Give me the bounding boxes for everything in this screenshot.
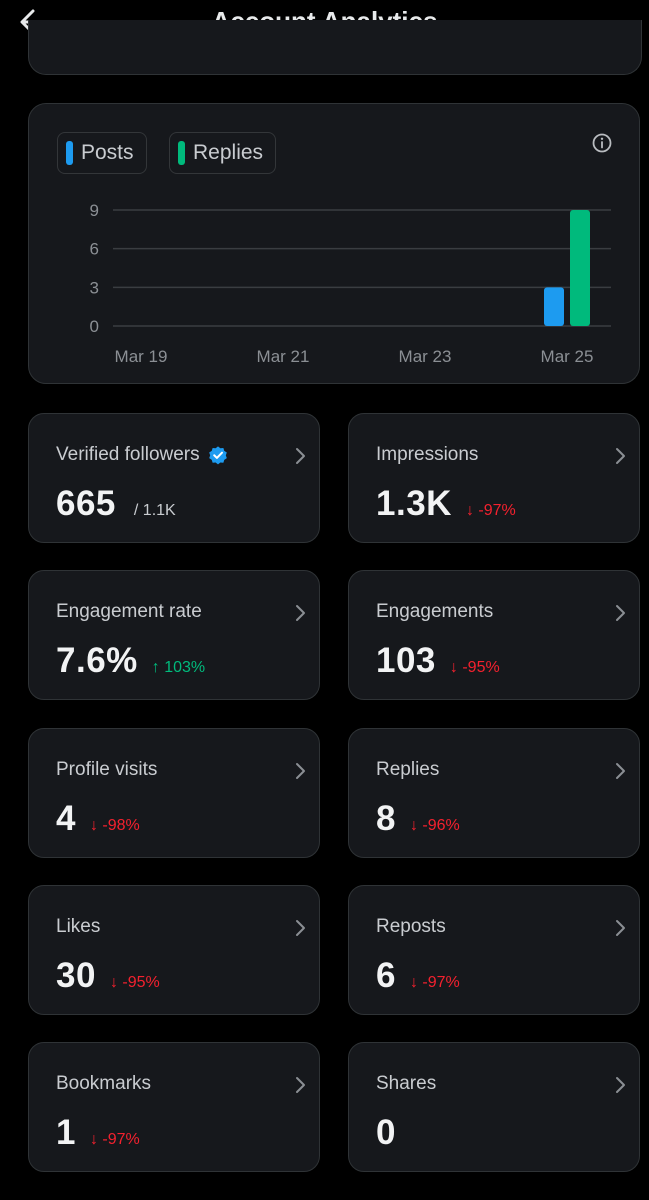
stat-label-text: Likes <box>56 916 101 937</box>
stat-label: Engagement rate <box>56 601 202 623</box>
stat-card-replies[interactable]: Replies 8 ↓ -96% <box>348 728 640 858</box>
chevron-right-icon <box>616 448 625 464</box>
stat-label-text: Engagements <box>376 601 494 622</box>
stat-label: Engagements <box>376 601 493 623</box>
stat-card-engagements[interactable]: Engagements 103 ↓ -95% <box>348 570 640 700</box>
bar-posts <box>544 287 564 326</box>
legend-posts[interactable]: Posts <box>57 132 147 174</box>
stat-change-badge: ↓ -97% <box>465 502 516 519</box>
y-tick-label: 0 <box>90 317 99 336</box>
stat-card-bookmarks[interactable]: Bookmarks 1 ↓ -97% <box>28 1042 320 1172</box>
legend-replies[interactable]: Replies <box>169 132 277 174</box>
stat-card-engagement-rate[interactable]: Engagement rate 7.6% ↑ 103% <box>28 570 320 700</box>
stat-value: 103 <box>376 641 436 680</box>
stat-value-row: 1.3K ↓ -97% <box>376 484 516 524</box>
stat-change-badge: ↓ -97% <box>89 1131 140 1148</box>
stat-label-text: Shares <box>376 1073 437 1094</box>
chevron-right-icon <box>296 448 305 464</box>
y-tick-label: 9 <box>90 201 99 220</box>
stat-label: Profile visits <box>56 759 157 781</box>
x-tick-label: Mar 19 <box>115 347 168 366</box>
stat-card-reposts[interactable]: Reposts 6 ↓ -97% <box>348 885 640 1015</box>
legend-posts-label: Posts <box>81 141 134 164</box>
chevron-right-icon <box>296 605 305 621</box>
stat-card-profile-visits[interactable]: Profile visits 4 ↓ -98% <box>28 728 320 858</box>
stat-change-badge: ↓ -97% <box>409 974 460 991</box>
posts-swatch <box>66 141 73 165</box>
stat-label: Impressions <box>376 444 478 466</box>
chevron-right-icon <box>296 920 305 936</box>
stat-value-row: 103 ↓ -95% <box>376 641 500 681</box>
stat-value-row: 30 ↓ -95% <box>56 956 160 996</box>
stat-change-badge: ↑ 103% <box>151 659 206 676</box>
stat-value-row: 7.6% ↑ 103% <box>56 641 205 681</box>
stat-label: Verified followers <box>56 444 228 466</box>
stat-change-badge: ↓ -98% <box>89 817 140 834</box>
info-circle-icon[interactable] <box>591 132 613 154</box>
stat-label: Likes <box>56 916 100 938</box>
stat-label-text: Impressions <box>376 444 479 465</box>
stat-value-row: 1 ↓ -97% <box>56 1113 140 1153</box>
x-tick-label: Mar 25 <box>541 347 594 366</box>
stat-label-text: Reposts <box>376 916 446 937</box>
stat-value: 0 <box>376 1113 396 1152</box>
chevron-right-icon <box>616 1077 625 1093</box>
stat-card-likes[interactable]: Likes 30 ↓ -95% <box>28 885 320 1015</box>
stat-value-row: 4 ↓ -98% <box>56 799 140 839</box>
stat-label-text: Verified followers <box>56 444 200 465</box>
x-tick-label: Mar 21 <box>257 347 310 366</box>
stat-value-row: 0 <box>376 1113 396 1153</box>
stat-value: 1 <box>56 1113 76 1152</box>
stat-value-row: 665 / 1.1K <box>56 484 176 524</box>
stat-value-row: 8 ↓ -96% <box>376 799 460 839</box>
stat-value: 7.6% <box>56 641 138 680</box>
stat-value-row: 6 ↓ -97% <box>376 956 460 996</box>
stat-label-text: Bookmarks <box>56 1073 152 1094</box>
bar-replies <box>570 210 590 326</box>
previous-card <box>28 20 642 75</box>
bar-chart: 0 3 6 9 Mar 19 Mar 21 Mar 23 Mar 25 <box>90 201 611 366</box>
stat-change-badge: ↓ -95% <box>449 659 500 676</box>
stat-total: / 1.1K <box>133 502 176 519</box>
stat-change-badge: ↓ -95% <box>109 974 160 991</box>
stat-label-text: Replies <box>376 759 440 780</box>
stat-change-badge: ↓ -96% <box>409 817 460 834</box>
stat-value: 30 <box>56 956 96 995</box>
y-tick-label: 3 <box>90 278 99 297</box>
stat-card-impressions[interactable]: Impressions 1.3K ↓ -97% <box>348 413 640 543</box>
chevron-right-icon <box>616 920 625 936</box>
replies-swatch <box>178 141 185 165</box>
stat-value: 665 <box>56 484 116 523</box>
legend-replies-label: Replies <box>193 141 264 164</box>
stat-label-text: Profile visits <box>56 759 158 780</box>
stat-value: 1.3K <box>376 484 452 523</box>
stat-label: Reposts <box>376 916 446 938</box>
stat-label: Replies <box>376 759 439 781</box>
chart-card: Posts Replies 0 3 6 9 Mar 19 Mar 21 Mar 23 Mar … <box>28 103 640 384</box>
y-tick-label: 6 <box>90 240 99 259</box>
stat-card-verified-followers[interactable]: Verified followers 665 / 1.1K <box>28 413 320 543</box>
chevron-right-icon <box>296 763 305 779</box>
chevron-right-icon <box>616 763 625 779</box>
stat-card-shares[interactable]: Shares 0 <box>348 1042 640 1172</box>
chevron-right-icon <box>616 605 625 621</box>
verified-badge-icon <box>208 446 227 465</box>
chevron-right-icon <box>296 1077 305 1093</box>
stat-value: 4 <box>56 799 76 838</box>
stat-label: Bookmarks <box>56 1073 151 1095</box>
stat-value: 6 <box>376 956 396 995</box>
x-tick-label: Mar 23 <box>399 347 452 366</box>
stat-label: Shares <box>376 1073 436 1095</box>
stat-value: 8 <box>376 799 396 838</box>
stat-label-text: Engagement rate <box>56 601 202 622</box>
